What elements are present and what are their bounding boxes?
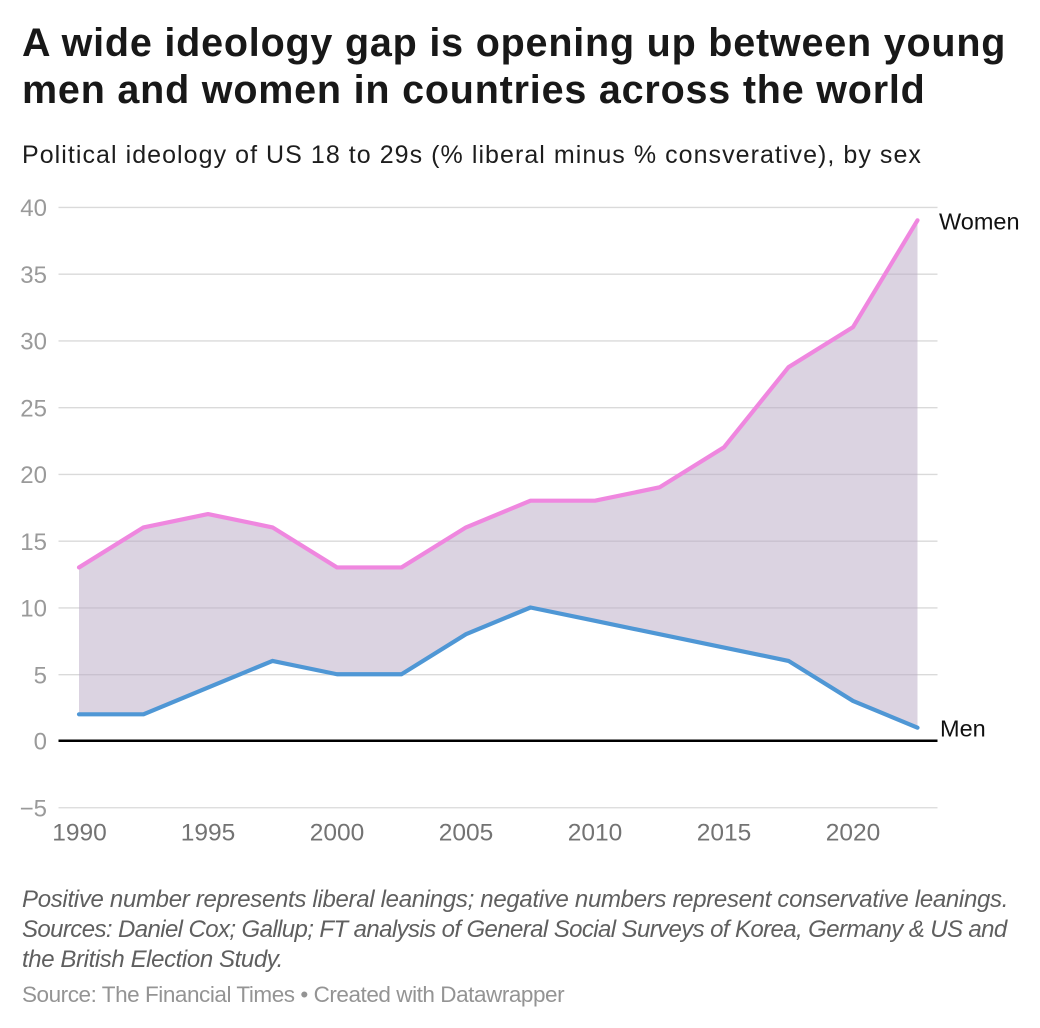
- svg-text:2000: 2000: [310, 820, 365, 847]
- svg-text:2005: 2005: [439, 820, 494, 847]
- svg-text:1995: 1995: [181, 820, 236, 847]
- svg-text:40: 40: [20, 195, 47, 222]
- svg-text:Men: Men: [940, 715, 986, 741]
- svg-text:2010: 2010: [568, 820, 623, 847]
- svg-text:15: 15: [20, 529, 47, 556]
- svg-text:30: 30: [20, 329, 47, 356]
- svg-text:1990: 1990: [52, 820, 107, 847]
- svg-text:2020: 2020: [826, 820, 881, 847]
- svg-text:20: 20: [20, 462, 47, 489]
- svg-text:10: 10: [20, 596, 47, 623]
- svg-text:25: 25: [20, 396, 47, 423]
- svg-text:0: 0: [34, 729, 47, 756]
- svg-text:−5: −5: [20, 795, 47, 822]
- svg-text:35: 35: [20, 262, 47, 289]
- svg-text:Women: Women: [939, 209, 1020, 235]
- svg-text:5: 5: [34, 663, 47, 690]
- svg-text:2015: 2015: [697, 820, 752, 847]
